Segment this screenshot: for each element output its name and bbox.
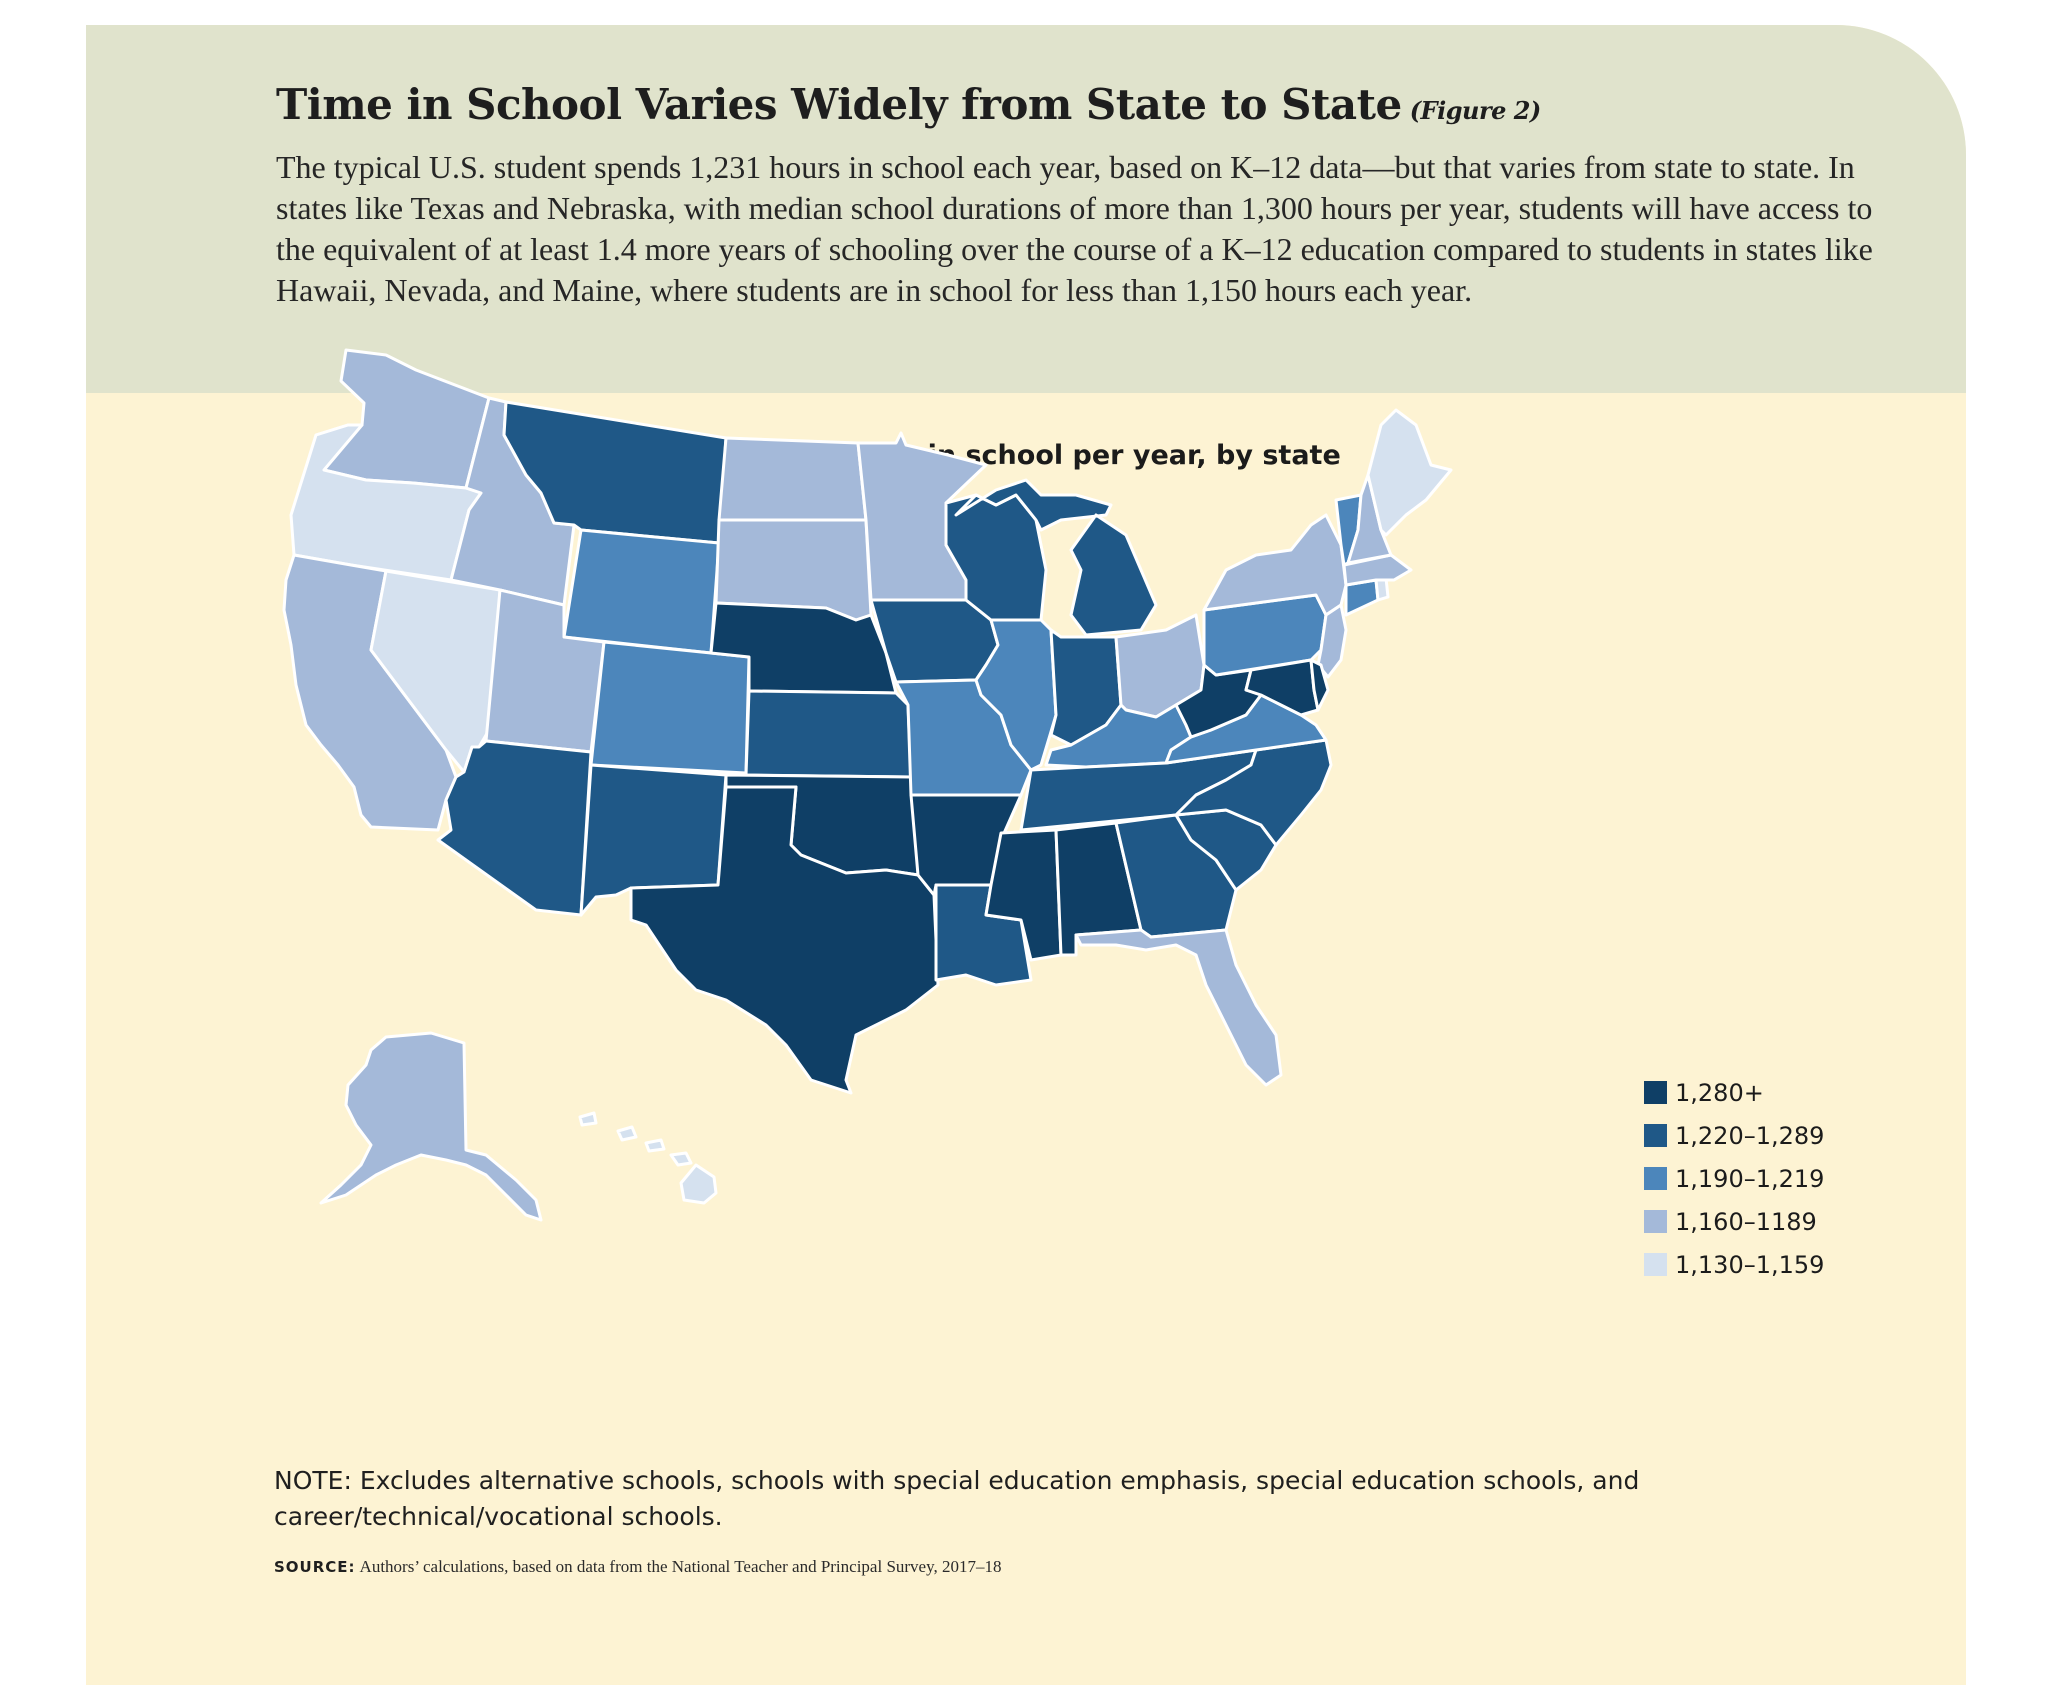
state-HI [578,1111,718,1205]
figure-panel: Time in School Varies Widely from State … [86,25,1966,1685]
state-ME [1366,408,1453,537]
intro-paragraph: The typical U.S. student spends 1,231 ho… [276,149,1873,308]
source-text: Authors’ calculations, based on data fro… [359,1557,1002,1576]
legend-item: 1,190–1,219 [1644,1157,1824,1200]
legend-item: 1,280+ [1644,1071,1824,1114]
legend-label: 1,160–1189 [1675,1207,1817,1236]
state-WY [562,528,721,655]
state-NY [1202,513,1348,617]
legend-item: 1,130–1,159 [1644,1243,1824,1286]
title-text: Time in School Varies Widely from State … [276,80,1402,129]
legend-label: 1,190–1,219 [1675,1164,1825,1193]
legend-label: 1,280+ [1675,1078,1764,1107]
state-DE [1309,658,1330,712]
state-AK [319,1031,543,1222]
legend-swatch [1644,1210,1667,1233]
map-legend: 1,280+ 1,220–1,289 1,190–1,219 1,160–1189 1,… [1644,1071,1824,1286]
figure-label: (Figure 2) [1409,96,1542,125]
source-line: SOURCE: Authors’ calculations, based on d… [274,1557,1002,1577]
legend-swatch [1644,1124,1667,1147]
state-ND [717,436,868,522]
legend-swatch [1644,1253,1667,1276]
state-HI-group [578,1111,718,1205]
note-text: NOTE: Excludes alternative schools, scho… [274,1466,1640,1531]
state-NC [1174,738,1333,847]
state-CO [589,640,751,775]
figure-title: Time in School Varies Widely from State … [276,80,1541,129]
state-KS [744,689,913,779]
source-label: SOURCE: [274,1558,356,1576]
legend-swatch [1644,1081,1667,1104]
state-FL [1074,928,1283,1087]
header-band: Time in School Varies Widely from State … [86,25,1966,393]
us-states-map [282,348,1453,1222]
legend-label: 1,220–1,289 [1675,1121,1825,1150]
legend-label: 1,130–1,159 [1675,1250,1825,1279]
state-WA [314,348,491,490]
legend-swatch [1644,1167,1667,1190]
legend-item: 1,220–1,289 [1644,1114,1824,1157]
state-NJ [1316,603,1348,679]
state-MI [954,478,1158,637]
state-NE [709,601,898,695]
legend-item: 1,160–1189 [1644,1200,1824,1243]
state-TX [629,785,940,1095]
